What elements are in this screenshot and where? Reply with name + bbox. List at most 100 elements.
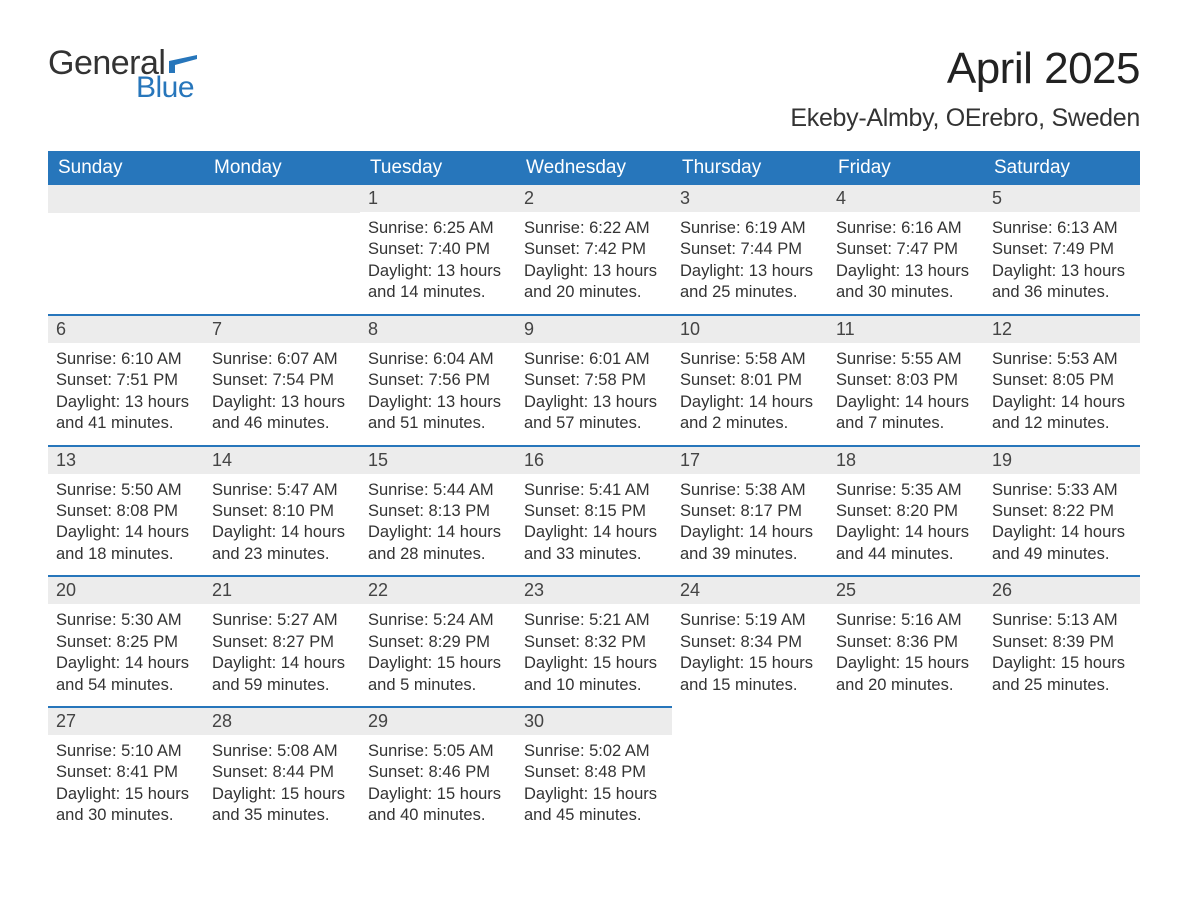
daylight-text: Daylight: 13 hours and 25 minutes. bbox=[680, 261, 820, 304]
daylight-text: Daylight: 15 hours and 20 minutes. bbox=[836, 653, 976, 696]
day-details: Sunrise: 5:30 AMSunset: 8:25 PMDaylight:… bbox=[48, 604, 204, 706]
sunset-text: Sunset: 8:05 PM bbox=[992, 370, 1132, 391]
sunset-text: Sunset: 7:51 PM bbox=[56, 370, 196, 391]
day-details: Sunrise: 6:22 AMSunset: 7:42 PMDaylight:… bbox=[516, 212, 672, 314]
calendar-cell: 14Sunrise: 5:47 AMSunset: 8:10 PMDayligh… bbox=[204, 445, 360, 576]
day-details: Sunrise: 5:41 AMSunset: 8:15 PMDaylight:… bbox=[516, 474, 672, 576]
location-subtitle: Ekeby-Almby, OErebro, Sweden bbox=[790, 104, 1140, 133]
daylight-text: Daylight: 13 hours and 46 minutes. bbox=[212, 392, 352, 435]
daylight-text: Daylight: 15 hours and 5 minutes. bbox=[368, 653, 508, 696]
calendar-cell: 20Sunrise: 5:30 AMSunset: 8:25 PMDayligh… bbox=[48, 575, 204, 706]
daylight-text: Daylight: 14 hours and 39 minutes. bbox=[680, 522, 820, 565]
calendar-cell: 7Sunrise: 6:07 AMSunset: 7:54 PMDaylight… bbox=[204, 314, 360, 445]
daylight-text: Daylight: 13 hours and 41 minutes. bbox=[56, 392, 196, 435]
day-number: 14 bbox=[204, 445, 360, 474]
day-details: Sunrise: 5:13 AMSunset: 8:39 PMDaylight:… bbox=[984, 604, 1140, 706]
calendar-cell: 26Sunrise: 5:13 AMSunset: 8:39 PMDayligh… bbox=[984, 575, 1140, 706]
sunset-text: Sunset: 8:10 PM bbox=[212, 501, 352, 522]
day-details: Sunrise: 5:21 AMSunset: 8:32 PMDaylight:… bbox=[516, 604, 672, 706]
weekday-header: Monday bbox=[204, 151, 360, 185]
sunrise-text: Sunrise: 5:35 AM bbox=[836, 480, 976, 501]
flag-icon bbox=[169, 55, 197, 73]
sunrise-text: Sunrise: 5:27 AM bbox=[212, 610, 352, 631]
weekday-header: Wednesday bbox=[516, 151, 672, 185]
day-details: Sunrise: 5:47 AMSunset: 8:10 PMDaylight:… bbox=[204, 474, 360, 576]
sunrise-text: Sunrise: 5:50 AM bbox=[56, 480, 196, 501]
daylight-text: Daylight: 15 hours and 45 minutes. bbox=[524, 784, 664, 827]
day-number: 22 bbox=[360, 575, 516, 604]
sunrise-text: Sunrise: 6:13 AM bbox=[992, 218, 1132, 239]
day-details: Sunrise: 6:10 AMSunset: 7:51 PMDaylight:… bbox=[48, 343, 204, 445]
daylight-text: Daylight: 15 hours and 10 minutes. bbox=[524, 653, 664, 696]
calendar-cell: 5Sunrise: 6:13 AMSunset: 7:49 PMDaylight… bbox=[984, 185, 1140, 314]
day-details: Sunrise: 5:08 AMSunset: 8:44 PMDaylight:… bbox=[204, 735, 360, 837]
daylight-text: Daylight: 14 hours and 44 minutes. bbox=[836, 522, 976, 565]
sunset-text: Sunset: 7:54 PM bbox=[212, 370, 352, 391]
day-details: Sunrise: 6:04 AMSunset: 7:56 PMDaylight:… bbox=[360, 343, 516, 445]
sunset-text: Sunset: 8:36 PM bbox=[836, 632, 976, 653]
sunset-text: Sunset: 8:41 PM bbox=[56, 762, 196, 783]
calendar-cell: 25Sunrise: 5:16 AMSunset: 8:36 PMDayligh… bbox=[828, 575, 984, 706]
day-details: Sunrise: 5:35 AMSunset: 8:20 PMDaylight:… bbox=[828, 474, 984, 576]
sunset-text: Sunset: 8:25 PM bbox=[56, 632, 196, 653]
sunset-text: Sunset: 8:46 PM bbox=[368, 762, 508, 783]
day-number: 29 bbox=[360, 706, 516, 735]
calendar-cell: 19Sunrise: 5:33 AMSunset: 8:22 PMDayligh… bbox=[984, 445, 1140, 576]
daylight-text: Daylight: 15 hours and 15 minutes. bbox=[680, 653, 820, 696]
day-number: 16 bbox=[516, 445, 672, 474]
sunrise-text: Sunrise: 6:10 AM bbox=[56, 349, 196, 370]
calendar-cell: 12Sunrise: 5:53 AMSunset: 8:05 PMDayligh… bbox=[984, 314, 1140, 445]
calendar-cell: 24Sunrise: 5:19 AMSunset: 8:34 PMDayligh… bbox=[672, 575, 828, 706]
calendar-cell: 13Sunrise: 5:50 AMSunset: 8:08 PMDayligh… bbox=[48, 445, 204, 576]
sunrise-text: Sunrise: 6:22 AM bbox=[524, 218, 664, 239]
day-details: Sunrise: 5:58 AMSunset: 8:01 PMDaylight:… bbox=[672, 343, 828, 445]
calendar-cell: 10Sunrise: 5:58 AMSunset: 8:01 PMDayligh… bbox=[672, 314, 828, 445]
day-number: 11 bbox=[828, 314, 984, 343]
day-number: 15 bbox=[360, 445, 516, 474]
day-details: Sunrise: 5:50 AMSunset: 8:08 PMDaylight:… bbox=[48, 474, 204, 576]
logo: General Blue bbox=[48, 44, 197, 105]
sunrise-text: Sunrise: 6:04 AM bbox=[368, 349, 508, 370]
calendar-cell: 3Sunrise: 6:19 AMSunset: 7:44 PMDaylight… bbox=[672, 185, 828, 314]
weekday-header: Tuesday bbox=[360, 151, 516, 185]
calendar-cell bbox=[48, 185, 204, 314]
day-number: 21 bbox=[204, 575, 360, 604]
day-number-strip-empty bbox=[204, 185, 360, 213]
sunset-text: Sunset: 8:08 PM bbox=[56, 501, 196, 522]
calendar-cell: 28Sunrise: 5:08 AMSunset: 8:44 PMDayligh… bbox=[204, 706, 360, 837]
daylight-text: Daylight: 13 hours and 20 minutes. bbox=[524, 261, 664, 304]
day-details: Sunrise: 6:13 AMSunset: 7:49 PMDaylight:… bbox=[984, 212, 1140, 314]
day-number: 23 bbox=[516, 575, 672, 604]
sunrise-text: Sunrise: 5:05 AM bbox=[368, 741, 508, 762]
day-number: 20 bbox=[48, 575, 204, 604]
sunrise-text: Sunrise: 5:30 AM bbox=[56, 610, 196, 631]
sunset-text: Sunset: 8:22 PM bbox=[992, 501, 1132, 522]
day-details: Sunrise: 6:16 AMSunset: 7:47 PMDaylight:… bbox=[828, 212, 984, 314]
sunrise-text: Sunrise: 5:24 AM bbox=[368, 610, 508, 631]
sunrise-text: Sunrise: 5:33 AM bbox=[992, 480, 1132, 501]
sunset-text: Sunset: 8:29 PM bbox=[368, 632, 508, 653]
calendar-cell: 17Sunrise: 5:38 AMSunset: 8:17 PMDayligh… bbox=[672, 445, 828, 576]
day-details: Sunrise: 5:24 AMSunset: 8:29 PMDaylight:… bbox=[360, 604, 516, 706]
day-details: Sunrise: 6:19 AMSunset: 7:44 PMDaylight:… bbox=[672, 212, 828, 314]
calendar-cell: 4Sunrise: 6:16 AMSunset: 7:47 PMDaylight… bbox=[828, 185, 984, 314]
day-number: 10 bbox=[672, 314, 828, 343]
sunset-text: Sunset: 8:01 PM bbox=[680, 370, 820, 391]
sunrise-text: Sunrise: 5:02 AM bbox=[524, 741, 664, 762]
sunset-text: Sunset: 7:42 PM bbox=[524, 239, 664, 260]
sunset-text: Sunset: 8:17 PM bbox=[680, 501, 820, 522]
logo-text-blue: Blue bbox=[136, 71, 194, 105]
calendar-cell: 6Sunrise: 6:10 AMSunset: 7:51 PMDaylight… bbox=[48, 314, 204, 445]
calendar-cell: 18Sunrise: 5:35 AMSunset: 8:20 PMDayligh… bbox=[828, 445, 984, 576]
sunset-text: Sunset: 8:27 PM bbox=[212, 632, 352, 653]
sunrise-text: Sunrise: 5:47 AM bbox=[212, 480, 352, 501]
calendar-week-row: 13Sunrise: 5:50 AMSunset: 8:08 PMDayligh… bbox=[48, 445, 1140, 576]
daylight-text: Daylight: 14 hours and 49 minutes. bbox=[992, 522, 1132, 565]
sunset-text: Sunset: 8:13 PM bbox=[368, 501, 508, 522]
sunrise-text: Sunrise: 5:19 AM bbox=[680, 610, 820, 631]
sunset-text: Sunset: 8:48 PM bbox=[524, 762, 664, 783]
calendar-cell: 27Sunrise: 5:10 AMSunset: 8:41 PMDayligh… bbox=[48, 706, 204, 837]
day-details: Sunrise: 5:38 AMSunset: 8:17 PMDaylight:… bbox=[672, 474, 828, 576]
day-details: Sunrise: 6:01 AMSunset: 7:58 PMDaylight:… bbox=[516, 343, 672, 445]
day-details: Sunrise: 5:33 AMSunset: 8:22 PMDaylight:… bbox=[984, 474, 1140, 576]
